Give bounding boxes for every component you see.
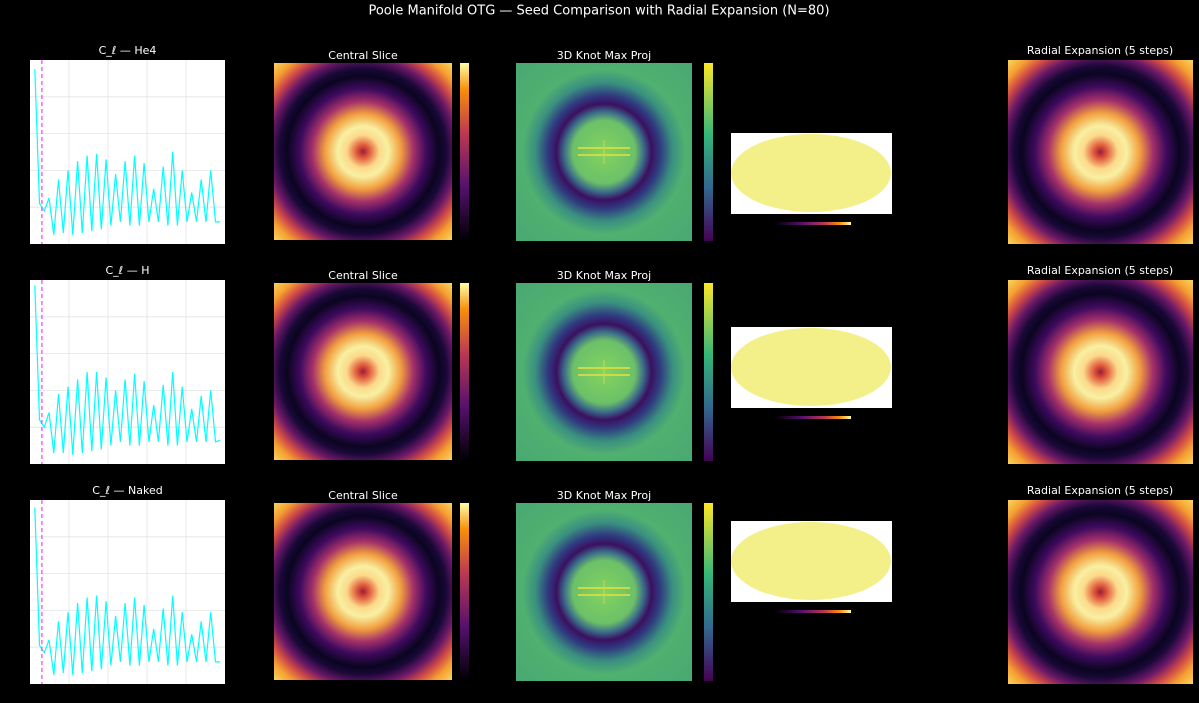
panel-title: Central Slice xyxy=(328,489,398,502)
panel-title: Central Slice xyxy=(328,269,398,282)
radial-expansion xyxy=(1008,60,1193,244)
sky-colorbar xyxy=(775,610,851,613)
central-slice xyxy=(274,503,452,680)
panel-title: 3D Knot Max Proj xyxy=(557,49,651,62)
panel-title: 3D Knot Max Proj xyxy=(557,489,651,502)
panel-title: Radial Expansion (5 steps) xyxy=(1027,484,1173,497)
colorbar xyxy=(460,63,469,240)
colorbar xyxy=(704,63,713,241)
colorbar xyxy=(460,503,469,680)
sky-map xyxy=(731,328,891,406)
plot-area xyxy=(30,280,225,464)
sky-map xyxy=(731,134,891,212)
figure-title: Poole Manifold OTG — Seed Comparison wit… xyxy=(368,4,829,19)
plot-area xyxy=(30,60,225,244)
cl-line xyxy=(34,285,221,455)
colorbar xyxy=(704,503,713,681)
sky-colorbar xyxy=(775,222,851,225)
plot-area xyxy=(30,500,225,684)
panel-title: C_ℓ — H xyxy=(106,264,150,277)
central-slice xyxy=(274,63,452,240)
cl-line xyxy=(34,69,221,235)
panel-title: Radial Expansion (5 steps) xyxy=(1027,44,1173,57)
panel-title: Central Slice xyxy=(328,49,398,62)
sky-colorbar xyxy=(775,416,851,419)
colorbar xyxy=(460,283,469,460)
central-slice xyxy=(274,283,452,460)
panel-title: C_ℓ — Naked xyxy=(92,484,162,497)
radial-expansion xyxy=(1008,280,1193,464)
panel-title: 3D Knot Max Proj xyxy=(557,269,651,282)
radial-expansion xyxy=(1008,500,1193,684)
colorbar xyxy=(704,283,713,461)
panel-title: Radial Expansion (5 steps) xyxy=(1027,264,1173,277)
cl-line xyxy=(34,507,221,675)
sky-map xyxy=(731,522,891,600)
panel-title: C_ℓ — He4 xyxy=(99,44,157,57)
